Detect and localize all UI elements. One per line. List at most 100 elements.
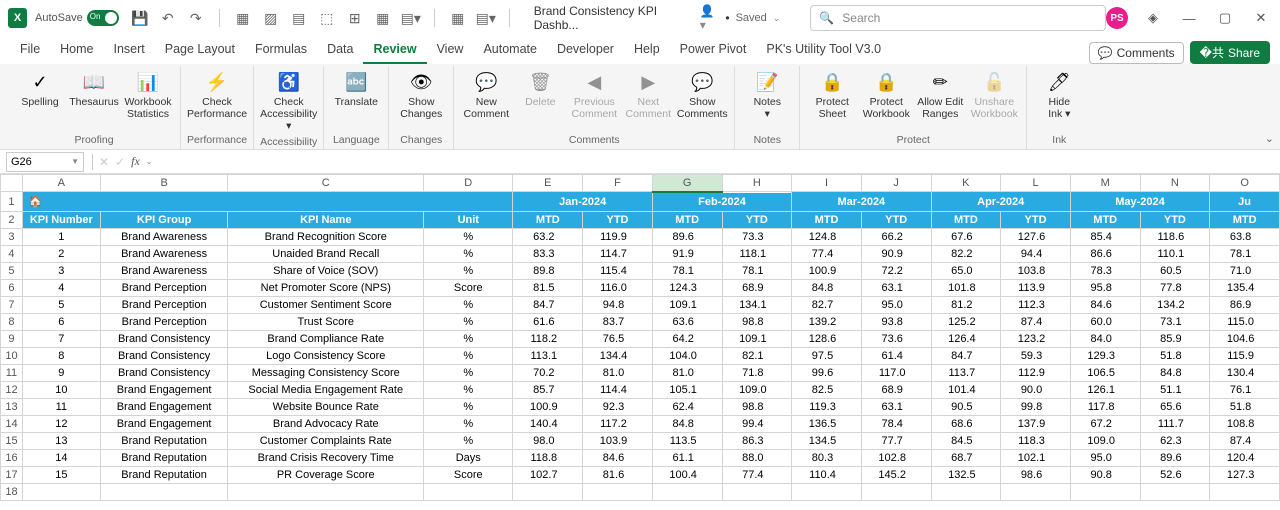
autosave-toggle[interactable]: AutoSave On [35, 10, 119, 26]
data-cell[interactable]: 12 [22, 416, 100, 433]
data-cell[interactable]: 117.8 [1070, 399, 1140, 416]
ribbon-button[interactable]: 🔒ProtectWorkbook [860, 68, 912, 122]
data-cell[interactable]: 114.4 [583, 382, 653, 399]
empty-cell[interactable] [1210, 484, 1280, 501]
data-cell[interactable]: 90.5 [931, 399, 1001, 416]
formula-input[interactable] [161, 152, 1280, 172]
data-cell[interactable]: 114.7 [583, 246, 653, 263]
data-cell[interactable]: 119.9 [583, 229, 653, 246]
data-cell[interactable]: 119.3 [792, 399, 862, 416]
data-cell[interactable]: 102.7 [513, 467, 583, 484]
data-cell[interactable]: 113.7 [931, 365, 1001, 382]
data-cell[interactable]: 11 [22, 399, 100, 416]
data-cell[interactable]: 51.8 [1140, 348, 1210, 365]
column-header[interactable]: N [1140, 175, 1210, 192]
data-cell[interactable]: 108.8 [1210, 416, 1280, 433]
data-cell[interactable]: 112.9 [1001, 365, 1071, 382]
data-cell[interactable]: Brand Engagement [100, 382, 228, 399]
maximize-button[interactable]: ▢ [1214, 7, 1236, 29]
empty-cell[interactable] [1140, 484, 1210, 501]
data-cell[interactable]: 118.6 [1140, 229, 1210, 246]
diamond-icon[interactable]: ◈ [1142, 7, 1164, 29]
ribbon-button[interactable]: 📖Thesaurus [68, 68, 120, 110]
column-header[interactable]: K [931, 175, 1001, 192]
data-cell[interactable]: 63.1 [861, 399, 931, 416]
data-cell[interactable]: 98.8 [722, 399, 792, 416]
data-cell[interactable]: 70.2 [513, 365, 583, 382]
data-cell[interactable]: 124.8 [792, 229, 862, 246]
row-header[interactable]: 14 [1, 416, 23, 433]
data-cell[interactable]: 61.1 [652, 450, 722, 467]
data-cell[interactable]: 99.8 [1001, 399, 1071, 416]
column-header[interactable]: J [861, 175, 931, 192]
data-cell[interactable]: 87.4 [1001, 314, 1071, 331]
data-cell[interactable]: 1 [22, 229, 100, 246]
data-cell[interactable]: 101.4 [931, 382, 1001, 399]
data-cell[interactable]: 6 [22, 314, 100, 331]
data-cell[interactable]: 104.0 [652, 348, 722, 365]
data-cell[interactable]: 135.4 [1210, 280, 1280, 297]
data-cell[interactable]: 71.8 [722, 365, 792, 382]
column-header[interactable]: A [22, 175, 100, 192]
data-cell[interactable]: Website Bounce Rate [228, 399, 424, 416]
data-cell[interactable]: 123.2 [1001, 331, 1071, 348]
data-cell[interactable]: 91.9 [652, 246, 722, 263]
data-cell[interactable]: Brand Compliance Rate [228, 331, 424, 348]
data-cell[interactable]: 109.0 [722, 382, 792, 399]
data-cell[interactable]: Brand Reputation [100, 433, 228, 450]
data-cell[interactable]: 60.0 [1070, 314, 1140, 331]
data-cell[interactable]: 67.2 [1070, 416, 1140, 433]
data-cell[interactable]: 77.4 [792, 246, 862, 263]
data-cell[interactable]: Net Promoter Score (NPS) [228, 280, 424, 297]
ribbon-button[interactable]: ✓Spelling [14, 68, 66, 110]
data-cell[interactable]: 65.6 [1140, 399, 1210, 416]
data-cell[interactable]: 136.5 [792, 416, 862, 433]
data-cell[interactable]: 84.6 [583, 450, 653, 467]
data-cell[interactable]: 7 [22, 331, 100, 348]
data-cell[interactable]: 134.1 [722, 297, 792, 314]
data-cell[interactable]: 134.5 [792, 433, 862, 450]
ribbon-button[interactable]: 📊WorkbookStatistics [122, 68, 174, 122]
fx-icon[interactable]: fx [131, 154, 140, 169]
data-cell[interactable]: Brand Engagement [100, 416, 228, 433]
empty-cell[interactable] [861, 484, 931, 501]
data-cell[interactable]: Customer Complaints Rate [228, 433, 424, 450]
menu-tab-power-pivot[interactable]: Power Pivot [670, 38, 757, 64]
row-header[interactable]: 6 [1, 280, 23, 297]
qat-icon[interactable]: ▤▾ [477, 9, 495, 27]
data-cell[interactable]: 80.3 [792, 450, 862, 467]
data-cell[interactable]: 115.0 [1210, 314, 1280, 331]
row-header[interactable]: 16 [1, 450, 23, 467]
data-cell[interactable]: 73.6 [861, 331, 931, 348]
data-cell[interactable]: Brand Perception [100, 297, 228, 314]
data-cell[interactable]: 130.4 [1210, 365, 1280, 382]
data-cell[interactable]: 68.9 [861, 382, 931, 399]
empty-cell[interactable] [1001, 484, 1071, 501]
data-cell[interactable]: 84.7 [513, 297, 583, 314]
data-cell[interactable]: 98.8 [722, 314, 792, 331]
column-header[interactable]: M [1070, 175, 1140, 192]
qat-icon[interactable]: ▤▾ [402, 9, 420, 27]
data-cell[interactable]: 118.8 [513, 450, 583, 467]
data-cell[interactable]: 92.3 [583, 399, 653, 416]
empty-cell[interactable] [583, 484, 653, 501]
empty-cell[interactable] [1070, 484, 1140, 501]
data-cell[interactable]: 68.7 [931, 450, 1001, 467]
data-cell[interactable]: PR Coverage Score [228, 467, 424, 484]
data-cell[interactable]: 52.6 [1140, 467, 1210, 484]
data-cell[interactable]: 66.2 [861, 229, 931, 246]
data-cell[interactable]: 64.2 [652, 331, 722, 348]
data-cell[interactable]: 113.5 [652, 433, 722, 450]
data-cell[interactable]: 86.3 [722, 433, 792, 450]
data-cell[interactable]: 94.4 [1001, 246, 1071, 263]
data-cell[interactable]: 95.0 [861, 297, 931, 314]
data-cell[interactable]: 95.8 [1070, 280, 1140, 297]
share-button[interactable]: �共 Share [1190, 41, 1270, 64]
qat-icon[interactable]: ⬚ [318, 9, 336, 27]
search-input[interactable]: 🔍 Search [810, 5, 1106, 31]
ribbon-button[interactable]: 🔤Translate [330, 68, 382, 110]
row-header[interactable]: 3 [1, 229, 23, 246]
row-header[interactable]: 12 [1, 382, 23, 399]
menu-tab-file[interactable]: File [10, 38, 50, 64]
data-cell[interactable]: 112.3 [1001, 297, 1071, 314]
